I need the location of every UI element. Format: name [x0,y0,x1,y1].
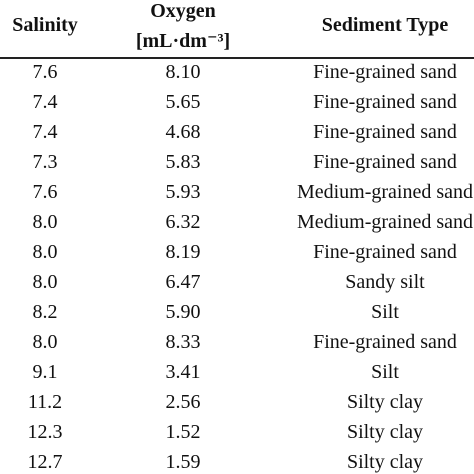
salinity-cell: 7.6 [32,181,58,203]
sediment-cell: Fine-grained sand [313,91,457,113]
salinity-cell: 7.3 [32,151,58,173]
oxygen-cell: 8.10 [165,61,201,83]
sediment-cell: Silty clay [346,451,424,473]
salinity-cell: 7.4 [32,91,58,113]
salinity-cell: 12.3 [27,421,63,443]
salinity-cell: 11.2 [27,391,63,413]
salinity-cell: 9.1 [32,361,58,383]
sediment-cell: Silt [371,361,399,383]
oxygen-cell: 5.93 [165,181,201,203]
salinity-cell: 8.2 [32,301,58,323]
oxygen-cell: 3.41 [165,361,201,383]
oxygen-cell: 6.47 [165,271,201,293]
oxygen-cell: 1.59 [165,451,201,473]
sediment-cell: Silty clay [346,421,424,443]
header-salinity: Salinity [12,14,78,36]
oxygen-cell: 6.32 [165,211,201,233]
oxygen-cell: 5.65 [165,91,201,113]
salinity-cell: 8.0 [32,241,58,263]
salinity-cell: 8.0 [32,271,58,293]
header-oxygen: Oxygen [150,0,216,22]
sediment-cell: Sandy silt [345,271,425,293]
salinity-cell: 7.6 [32,61,58,83]
oxygen-cell: 5.90 [165,301,201,323]
oxygen-cell: 8.19 [165,241,201,263]
oxygen-cell: 2.56 [165,391,201,413]
oxygen-cell: 8.33 [165,331,201,353]
sediment-cell: Medium-grained sand [296,181,474,203]
oxygen-cell: 5.83 [165,151,201,173]
oxygen-cell: 1.52 [165,421,201,443]
sediment-cell: Fine-grained sand [313,121,457,143]
sediment-cell: Fine-grained sand [313,331,457,353]
salinity-cell: 12.7 [27,451,63,473]
sediment-cell: Medium-grained sand [296,211,474,233]
header-oxygen-unit: [mL·dm⁻³] [135,30,231,52]
header-sediment: Sediment Type [321,14,449,36]
header-rule [0,57,474,59]
salinity-cell: 8.0 [32,211,58,233]
sediment-cell: Silt [371,301,399,323]
sediment-cell: Fine-grained sand [313,151,457,173]
sediment-cell: Fine-grained sand [313,61,457,83]
salinity-cell: 8.0 [32,331,58,353]
sediment-cell: Fine-grained sand [313,241,457,263]
salinity-cell: 7.4 [32,121,58,143]
sediment-cell: Silty clay [346,391,424,413]
oxygen-cell: 4.68 [165,121,201,143]
